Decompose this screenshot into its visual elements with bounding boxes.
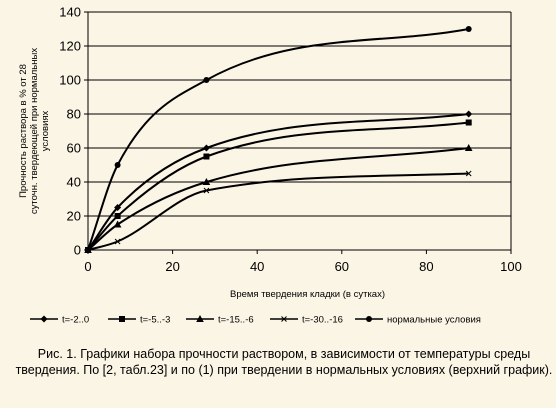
y-tick-label: 0 xyxy=(74,243,81,258)
series-4 xyxy=(85,26,472,253)
series-line-4 xyxy=(87,28,469,251)
data-point-4-0 xyxy=(85,247,91,253)
data-point-0-2 xyxy=(202,144,210,152)
x-tick-label: 40 xyxy=(250,259,264,274)
data-point-3-2 xyxy=(203,187,210,194)
data-point-3-1 xyxy=(114,238,121,245)
data-point-4-1 xyxy=(114,162,121,168)
x-tick-label: 0 xyxy=(84,259,91,274)
tick-labels: 0 20 40 60 80 100 120 140 0 20 40 60 80 100 xyxy=(59,5,522,275)
x-tick-label: 80 xyxy=(419,259,433,274)
series-line-3 xyxy=(87,172,469,251)
y-axis-label-line: суточн. твердеющей при нормальных xyxy=(29,48,40,214)
data-point-2-2 xyxy=(202,178,211,185)
legend-label-4: нормальные условия xyxy=(387,315,481,326)
axes xyxy=(84,11,512,254)
x-tick-label: 60 xyxy=(335,259,349,274)
grid xyxy=(88,11,511,217)
legend-item-2: t=-15..-6 xyxy=(186,315,254,326)
legend-marker-1 xyxy=(119,316,125,322)
y-tick-label: 100 xyxy=(59,73,81,88)
data-point-4-3 xyxy=(465,26,472,32)
y-tick-label: 80 xyxy=(67,107,81,122)
data-point-2-1 xyxy=(113,220,122,228)
series-lines xyxy=(84,26,473,254)
legend-label-1: t=-5..-3 xyxy=(140,315,170,326)
chart: 0 20 40 60 80 100 120 140 0 20 40 60 80 100 Время тве… xyxy=(18,5,522,326)
legend-item-3: t=-30..-16 xyxy=(270,315,343,326)
y-tick-label: 120 xyxy=(59,39,81,54)
y-tick-label: 40 xyxy=(67,175,81,190)
data-point-1-3 xyxy=(465,119,472,126)
legend-marker-0 xyxy=(40,315,48,323)
legend-marker-3 xyxy=(281,316,287,322)
y-tick-label: 140 xyxy=(59,5,81,20)
figure-caption: Рис. 1. Графики набора прочности раствор… xyxy=(15,347,553,377)
y-axis-label: Прочность раствора в % от 28 суточн. твер… xyxy=(18,48,51,214)
x-tick-label: 20 xyxy=(165,259,179,274)
legend-item-4: нормальные условия xyxy=(355,315,481,326)
series-line-1 xyxy=(87,121,469,251)
data-point-1-2 xyxy=(203,153,210,160)
series-2 xyxy=(84,144,473,253)
legend-item-1: t=-5..-3 xyxy=(108,315,170,326)
legend: t=-2..0 t=-5..-3 t=-15..-6 t=-30..-16 нормал… xyxy=(30,315,481,326)
data-point-2-3 xyxy=(464,144,473,151)
y-axis-label-line: условиях xyxy=(40,110,51,151)
legend-label-0: t=-2..0 xyxy=(62,315,89,326)
series-line-0 xyxy=(87,113,469,251)
legend-label-2: t=-15..-6 xyxy=(218,315,254,326)
data-point-1-1 xyxy=(114,213,121,219)
axis-labels: Время твердения кладки (в сутках) Прочнос… xyxy=(18,48,385,300)
series-1 xyxy=(85,119,472,253)
y-axis-label-line: Прочность раствора в % от 28 xyxy=(18,64,29,198)
legend-marker-2 xyxy=(196,315,204,322)
series-line-2 xyxy=(87,147,469,251)
data-point-4-2 xyxy=(203,77,210,83)
data-point-0-1 xyxy=(114,204,122,211)
y-tick-label: 20 xyxy=(67,209,81,224)
legend-item-0: t=-2..0 xyxy=(30,315,89,326)
data-point-0-3 xyxy=(465,110,473,118)
legend-label-3: t=-30..-16 xyxy=(302,315,343,326)
x-axis-label: Время твердения кладки (в сутках) xyxy=(230,289,385,300)
legend-marker-4 xyxy=(366,316,372,322)
x-tick-label: 100 xyxy=(500,259,522,274)
data-point-3-3 xyxy=(465,170,472,177)
y-tick-label: 60 xyxy=(67,141,81,156)
